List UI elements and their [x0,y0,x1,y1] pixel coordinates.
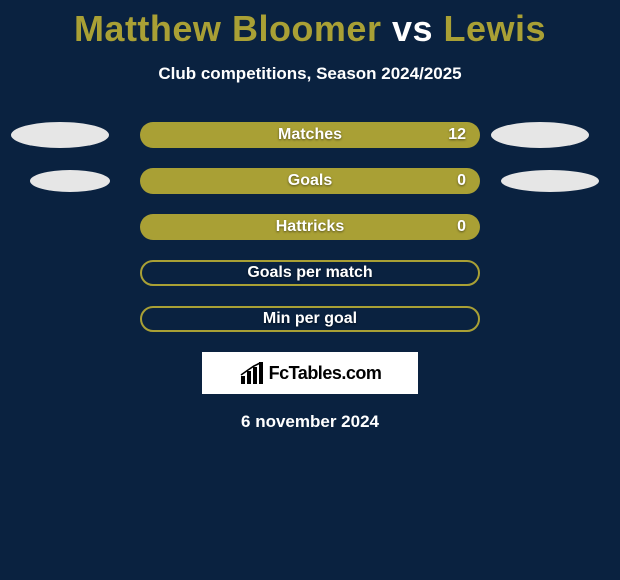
left-blob [11,122,109,148]
stat-row: Min per goal [0,306,620,332]
player1-name: Matthew Bloomer [74,8,382,49]
stat-bar: Matches 12 [140,122,480,148]
stat-label: Min per goal [263,310,357,328]
page-title: Matthew Bloomer vs Lewis [0,0,620,50]
stat-value: 0 [457,172,466,190]
vs-text: vs [381,8,443,49]
right-blob [491,122,589,148]
player2-name: Lewis [444,8,547,49]
stat-rows: Matches 12 Goals 0 Hattricks 0 Goals per match… [0,122,620,332]
stat-row: Goals per match [0,260,620,286]
stat-label: Hattricks [276,218,344,236]
stat-label: Goals [288,172,332,190]
stat-row: Hattricks 0 [0,214,620,240]
stat-row: Goals 0 [0,168,620,194]
date-text: 6 november 2024 [0,412,620,432]
stat-bar: Goals per match [140,260,480,286]
logo-text: FcTables.com [269,363,382,384]
right-blob [501,170,599,192]
stat-value: 12 [448,126,466,144]
bars-icon [239,362,265,384]
stat-bar: Min per goal [140,306,480,332]
subtitle: Club competitions, Season 2024/2025 [0,64,620,84]
stat-bar: Hattricks 0 [140,214,480,240]
stat-row: Matches 12 [0,122,620,148]
stat-label: Matches [278,126,342,144]
left-blob [30,170,110,192]
logo-box: FcTables.com [202,352,418,394]
stat-value: 0 [457,218,466,236]
stat-label: Goals per match [247,264,372,282]
stat-bar: Goals 0 [140,168,480,194]
